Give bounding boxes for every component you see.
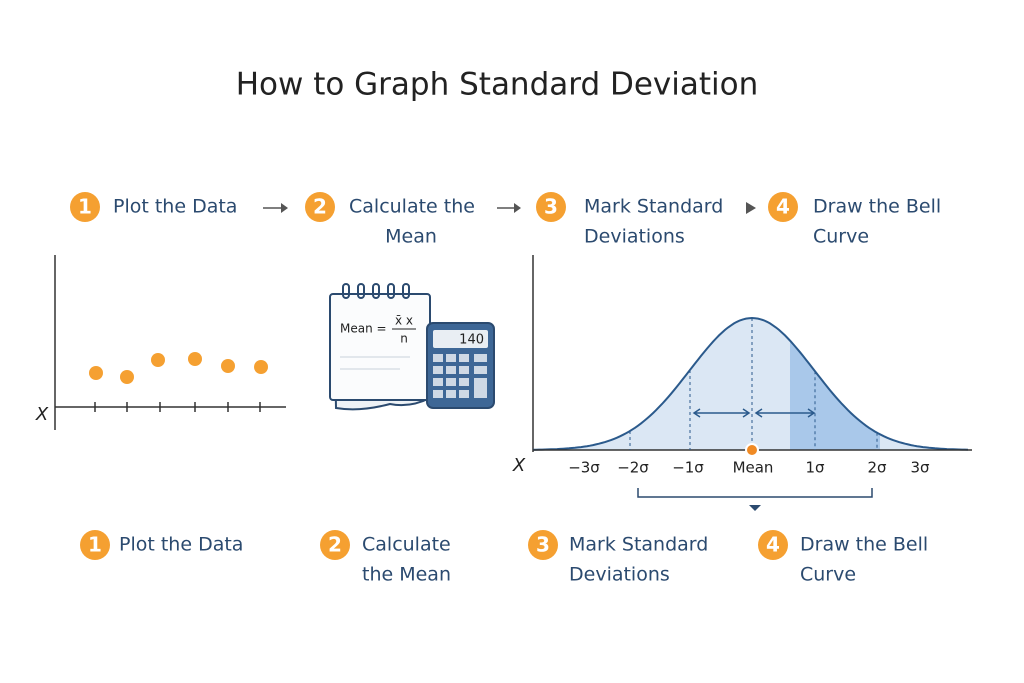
- step-label: Mean: [385, 226, 437, 248]
- axis-tick-label: Mean: [733, 459, 774, 477]
- step-number: 1: [88, 533, 102, 557]
- bell-curve: X −3σ −2σ −1σ Mean 1σ 2σ 3σ: [512, 255, 972, 477]
- bracket-pointer: [749, 505, 761, 511]
- arrows: [263, 202, 756, 214]
- mean-dot: [745, 443, 759, 457]
- axis-tick-label: −1σ: [672, 459, 704, 477]
- step-number: 1: [78, 195, 92, 219]
- scatter-plot: X: [35, 255, 286, 430]
- step-badge: [320, 530, 350, 560]
- step-badge: [758, 530, 788, 560]
- step-badge: [768, 192, 798, 222]
- axis-tick-label: −3σ: [568, 459, 600, 477]
- step-badge: [70, 192, 100, 222]
- step-label: Draw the Bell: [800, 534, 928, 556]
- step-number: 3: [544, 195, 558, 219]
- step-badge: [536, 192, 566, 222]
- step-number: 3: [536, 533, 550, 557]
- step-label: Draw the Bell: [813, 196, 941, 218]
- step-number: 2: [313, 195, 327, 219]
- calculator-illustration: Mean = x̄ x n 140: [329, 283, 495, 411]
- step-label: Plot the Data: [113, 196, 237, 218]
- step-badge: [528, 530, 558, 560]
- step-badge: [80, 530, 110, 560]
- arrow: [692, 408, 751, 418]
- step-number: 2: [328, 533, 342, 557]
- display: 140: [459, 333, 484, 348]
- step-label: Curve: [800, 564, 856, 586]
- step-label: Plot the Data: [119, 534, 243, 556]
- step-badge: [305, 192, 335, 222]
- step-label: Calculate the: [349, 196, 475, 218]
- axis-tick-label: 3σ: [910, 459, 930, 477]
- axis-label: X: [35, 404, 49, 425]
- step-label: Deviations: [569, 564, 670, 586]
- curve: [533, 316, 969, 451]
- arrow: [754, 408, 816, 418]
- step-label: Deviations: [584, 226, 685, 248]
- axis-tick-label: 2σ: [867, 459, 887, 477]
- step-label: Mark Standard: [569, 534, 708, 556]
- axis-label: X: [512, 455, 526, 476]
- axis-tick-label: 1σ: [805, 459, 825, 477]
- bracket: [637, 488, 873, 498]
- formula: x̄ x: [395, 314, 413, 328]
- shaded-region: [790, 340, 880, 450]
- formula: Mean =: [340, 322, 387, 336]
- formula: n: [400, 332, 408, 346]
- step-label: Calculate: [362, 534, 451, 556]
- title: How to Graph Standard Deviation: [236, 67, 759, 103]
- step-label: Mark Standard: [584, 196, 723, 218]
- step-number: 4: [776, 195, 790, 219]
- step-label: the Mean: [362, 564, 451, 586]
- step-number: 4: [766, 533, 780, 557]
- step-label: Curve: [813, 226, 869, 248]
- axis-tick-label: −2σ: [617, 459, 649, 477]
